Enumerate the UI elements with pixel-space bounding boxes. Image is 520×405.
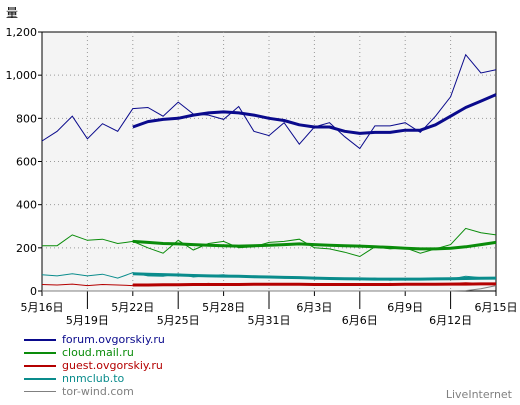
watermark-liveinternet: LiveInternet xyxy=(445,388,512,401)
series-layer xyxy=(41,53,497,292)
x-tick-label: 6月6日 xyxy=(342,314,378,327)
series-trend-3 xyxy=(132,272,497,281)
y-tick-label: 0 xyxy=(30,285,37,298)
series-line-4 xyxy=(42,285,497,292)
series-trend-2 xyxy=(132,282,496,287)
y-tick-label: 200 xyxy=(16,242,37,255)
legend: forum.ovgorskiy.ru cloud.mail.ru guest.ovg… xyxy=(24,333,165,398)
y-tick-label: 800 xyxy=(16,112,37,125)
legend-label: forum.ovgorskiy.ru xyxy=(62,333,165,346)
series-trend-1 xyxy=(132,239,497,251)
legend-label: cloud.mail.ru xyxy=(62,346,134,359)
y-tick-label: 600 xyxy=(16,156,37,169)
y-tick-label: 1,000 xyxy=(6,69,38,82)
legend-item: tor-wind.com xyxy=(24,385,165,398)
x-tick-label: 5月19日 xyxy=(66,314,109,327)
x-tick-label: 5月25日 xyxy=(157,314,200,327)
x-tick-label: 6月12日 xyxy=(429,314,472,327)
legend-item: forum.ovgorskiy.ru xyxy=(24,333,165,346)
y-axis-title: 量 xyxy=(6,6,18,20)
legend-swatch xyxy=(24,338,56,341)
x-tick-label: 6月9日 xyxy=(387,301,423,314)
legend-item: nnmclub.to xyxy=(24,372,165,385)
legend-swatch xyxy=(24,377,56,380)
legend-item: guest.ovgorskiy.ru xyxy=(24,359,165,372)
x-tick-label: 5月16日 xyxy=(21,301,64,314)
legend-label: nnmclub.to xyxy=(62,372,125,385)
series-trend-0 xyxy=(132,93,497,135)
y-tick-label: 400 xyxy=(16,199,37,212)
y-axis: 0 200 400 600 800 1,000 1,200 xyxy=(6,26,42,298)
legend-label: tor-wind.com xyxy=(62,385,134,398)
legend-swatch xyxy=(24,364,56,367)
x-tick-label: 5月31日 xyxy=(248,314,291,327)
x-tick-label: 6月3日 xyxy=(296,301,332,314)
legend-label: guest.ovgorskiy.ru xyxy=(62,359,163,372)
y-tick-label: 1,200 xyxy=(6,26,38,39)
legend-item: cloud.mail.ru xyxy=(24,346,165,359)
legend-swatch xyxy=(24,391,56,392)
x-tick-label: 6月15日 xyxy=(475,301,518,314)
x-tick-label: 5月22日 xyxy=(111,301,154,314)
x-tick-label: 5月28日 xyxy=(202,301,245,314)
series-line-0 xyxy=(41,53,497,150)
series-line-1 xyxy=(42,227,497,258)
legend-swatch xyxy=(24,351,56,354)
